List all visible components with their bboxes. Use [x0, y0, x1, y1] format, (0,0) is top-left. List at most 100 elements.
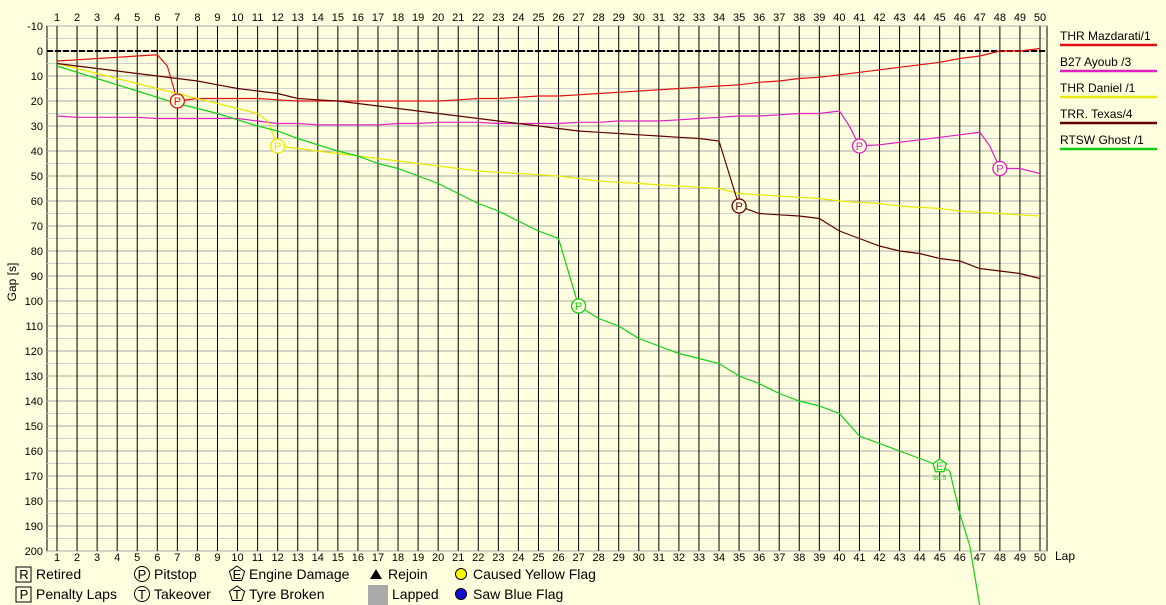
x-tick-label-bottom: 37 — [773, 552, 785, 564]
x-tick-label-top: 33 — [693, 12, 705, 24]
x-tick-label-bottom: 48 — [994, 552, 1006, 564]
legend-label: RTSW Ghost /1 — [1060, 133, 1144, 147]
x-tick-label-top: 28 — [593, 12, 605, 24]
x-tick-label-top: 49 — [1014, 12, 1026, 24]
y-tick-label: 120 — [25, 346, 43, 358]
x-tick-label-bottom: 39 — [813, 552, 825, 564]
x-tick-label-top: 26 — [552, 12, 564, 24]
x-tick-label-bottom: 36 — [753, 552, 765, 564]
x-tick-label-top: 38 — [793, 12, 805, 24]
x-tick-label-top: 20 — [432, 12, 444, 24]
y-tick-label: 200 — [25, 546, 43, 558]
x-tick-label-top: 34 — [713, 12, 725, 24]
x-tick-label-bottom: 35 — [733, 552, 745, 564]
x-tick-label-top: 14 — [312, 12, 324, 24]
x-tick-label-bottom: 29 — [613, 552, 625, 564]
y-tick-label: 170 — [25, 471, 43, 483]
x-tick-label-top: 7 — [174, 12, 180, 24]
key-pentagon-icon — [228, 585, 246, 601]
x-tick-label-top: 39 — [813, 12, 825, 24]
marker-symbol: P — [174, 96, 181, 108]
x-tick-label-bottom: 19 — [412, 552, 424, 564]
legend-label: THR Daniel /1 — [1060, 81, 1136, 95]
x-tick-label-bottom: 25 — [532, 552, 544, 564]
key-pentagon-icon — [228, 565, 246, 581]
x-tick-label-bottom: 6 — [154, 552, 160, 564]
key-square-icon — [15, 566, 32, 583]
x-tick-label-bottom: 12 — [272, 552, 284, 564]
key-symbol: R — [19, 567, 28, 582]
key-triangle-icon — [370, 569, 382, 579]
x-tick-label-bottom: 8 — [194, 552, 200, 564]
key-label: Saw Blue Flag — [473, 586, 563, 602]
x-tick-label-top: 1 — [54, 12, 60, 24]
y-tick-label: 10 — [31, 71, 43, 83]
x-tick-label-bottom: 38 — [793, 552, 805, 564]
key-blue-dot-icon — [455, 588, 467, 600]
x-tick-label-bottom: 46 — [954, 552, 966, 564]
x-tick-label-top: 17 — [372, 12, 384, 24]
x-tick-label-top: 9 — [214, 12, 220, 24]
x-tick-label-top: 36 — [753, 12, 765, 24]
key-label: Rejoin — [388, 566, 428, 582]
y-tick-label: 130 — [25, 371, 43, 383]
legend-label: THR Mazdarati/1 — [1060, 29, 1151, 43]
key-symbol: T — [138, 587, 146, 602]
x-tick-label-top: 35 — [733, 12, 745, 24]
x-tick-label-top: 16 — [352, 12, 364, 24]
key-label: Tyre Broken — [249, 586, 324, 602]
y-tick-label: 30 — [31, 121, 43, 133]
x-tick-label-top: 8 — [194, 12, 200, 24]
pitstop-marker — [731, 198, 747, 214]
x-tick-label-top: 44 — [914, 12, 926, 24]
key-circle-icon — [134, 566, 150, 582]
key-lapped-icon — [368, 585, 388, 605]
symbol-key: R Retired P Penalty Laps P Pitstop T Takeover E E… — [15, 565, 596, 605]
y-tick-label: 150 — [25, 421, 43, 433]
x-tick-label-bottom: 10 — [231, 552, 243, 564]
x-tick-label-top: 29 — [613, 12, 625, 24]
marker-symbol: P — [575, 301, 582, 313]
key-label: Retired — [36, 566, 81, 582]
x-tick-label-top: 42 — [873, 12, 885, 24]
x-tick-label-top: 13 — [292, 12, 304, 24]
y-tick-label: 80 — [31, 246, 43, 258]
x-tick-label-top: 43 — [893, 12, 905, 24]
x-tick-label-top: 22 — [472, 12, 484, 24]
x-tick-label-bottom: 9 — [214, 552, 220, 564]
x-tick-label-top: 11 — [252, 12, 263, 24]
x-tick-label-top: 46 — [954, 12, 966, 24]
x-tick-label-bottom: 14 — [312, 552, 324, 564]
x-tick-label-top: 45 — [934, 12, 946, 24]
x-tick-label-bottom: 20 — [432, 552, 444, 564]
marker-symbol: P — [274, 141, 281, 153]
x-tick-label-top: 19 — [412, 12, 424, 24]
y-tick-label: 160 — [25, 446, 43, 458]
x-tick-label-bottom: 34 — [713, 552, 725, 564]
key-symbol: T — [233, 587, 241, 602]
x-tick-label-bottom: 30 — [633, 552, 645, 564]
series-line — [56, 47, 1041, 102]
key-label: Penalty Laps — [36, 586, 117, 602]
x-tick-label-top: 48 — [994, 12, 1006, 24]
x-tick-label-bottom: 27 — [572, 552, 584, 564]
series-line — [56, 65, 981, 605]
x-tick-label-bottom: 43 — [893, 552, 905, 564]
x-tick-label-top: 50 — [1034, 12, 1046, 24]
pitstop-marker — [270, 138, 286, 154]
marker-symbol: P — [856, 141, 863, 153]
x-tick-label-bottom: 41 — [853, 552, 865, 564]
pitstop-marker — [851, 138, 868, 154]
y-tick-label: 190 — [25, 521, 43, 533]
x-tick-label-bottom: 49 — [1014, 552, 1026, 564]
y-axis: -10 0 10 20 30 40 50 60 70 80 90 100 110 120 130 140 150… — [25, 21, 43, 558]
y-tick-label: 60 — [31, 196, 43, 208]
series-line — [56, 62, 1041, 217]
x-tick-label-bottom: 4 — [114, 552, 120, 564]
x-tick-label-top: 10 — [231, 12, 243, 24]
key-label: Engine Damage — [249, 566, 350, 582]
x-tick-label-top: 15 — [332, 12, 344, 24]
x-tick-label-top: 31 — [653, 12, 665, 24]
x-tick-label-bottom: 3 — [94, 552, 100, 564]
y-axis-title: Gap [s] — [5, 263, 19, 302]
